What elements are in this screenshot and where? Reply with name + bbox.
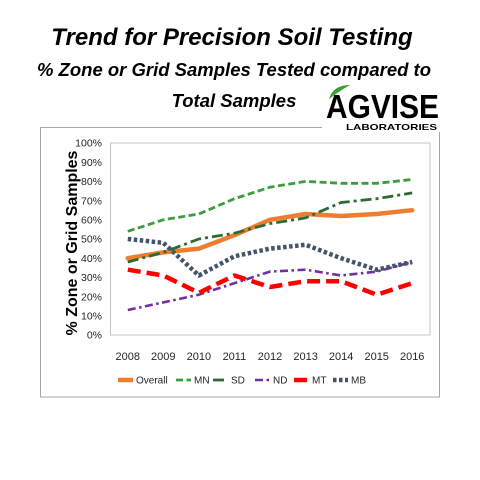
legend-label: MT bbox=[312, 376, 326, 387]
x-tick-label: 2016 bbox=[400, 351, 424, 363]
y-tick-label: 10% bbox=[81, 311, 102, 323]
legend-label: Overall bbox=[136, 376, 168, 387]
y-tick-label: 30% bbox=[81, 272, 102, 284]
legend-label: ND bbox=[273, 376, 287, 387]
legend-label: MB bbox=[351, 376, 366, 387]
x-tick-label: 2013 bbox=[293, 351, 317, 363]
chart-subtitle-line-2: Total Samples bbox=[172, 90, 297, 111]
leaf-icon bbox=[329, 85, 350, 99]
y-tick-label: 50% bbox=[81, 234, 102, 246]
logo-background bbox=[322, 82, 442, 132]
y-axis-tick-labels: 0% 10% 20% 30% 40% 50% 60% 70% 80% 90% 100% bbox=[75, 138, 102, 342]
y-tick-label: 90% bbox=[81, 157, 102, 169]
x-tick-label: 2008 bbox=[116, 351, 140, 363]
chart-area-border bbox=[40, 127, 440, 398]
legend-item-nd: ND bbox=[255, 376, 287, 387]
series-line-mt bbox=[127, 267, 413, 297]
y-tick-label: 100% bbox=[75, 138, 102, 150]
x-tick-label: 2010 bbox=[187, 351, 211, 363]
y-tick-label: 20% bbox=[81, 291, 102, 303]
y-tick-label: 70% bbox=[81, 195, 102, 207]
x-tick-label: 2015 bbox=[364, 351, 388, 363]
y-axis-title: % Zone or Grid Samples bbox=[64, 150, 81, 335]
logo-wordmark: AGVISE bbox=[326, 88, 439, 125]
logo-tagline: LABORATORIES bbox=[346, 122, 437, 132]
y-tick-label: 40% bbox=[81, 253, 102, 265]
series-line-sd bbox=[127, 191, 413, 264]
series-lines bbox=[125, 178, 415, 312]
x-axis-tick-labels: 2008 2009 2010 2011 2012 2013 2014 2015 2016 bbox=[116, 351, 425, 363]
x-tick-label: 2011 bbox=[223, 351, 247, 363]
y-tick-label: 60% bbox=[81, 215, 102, 227]
x-tick-label: 2014 bbox=[329, 351, 353, 363]
y-tick-label: 80% bbox=[81, 176, 102, 188]
legend-label: SD bbox=[231, 376, 245, 387]
legend: Overall MN SD ND MT MB bbox=[118, 376, 366, 387]
series-line-mb bbox=[127, 236, 413, 278]
legend-item-overall: Overall bbox=[118, 376, 168, 387]
legend-item-mb: MB bbox=[333, 376, 366, 387]
legend-item-mn: MN bbox=[176, 376, 210, 387]
chart-subtitle-line-1: % Zone or Grid Samples Tested compared t… bbox=[37, 59, 431, 80]
legend-label: MN bbox=[194, 376, 210, 387]
agvise-logo: AGVISE LABORATORIES bbox=[322, 82, 442, 132]
plot-area bbox=[110, 142, 431, 336]
x-tick-label: 2009 bbox=[151, 351, 175, 363]
y-tick-label: 0% bbox=[87, 330, 102, 342]
series-line-nd bbox=[127, 260, 413, 312]
x-tick-label: 2012 bbox=[258, 351, 282, 363]
series-line-mn bbox=[127, 178, 413, 233]
chart-title: Trend for Precision Soil Testing bbox=[51, 24, 413, 51]
legend-item-sd: SD bbox=[213, 376, 245, 387]
legend-item-mt: MT bbox=[294, 376, 326, 387]
